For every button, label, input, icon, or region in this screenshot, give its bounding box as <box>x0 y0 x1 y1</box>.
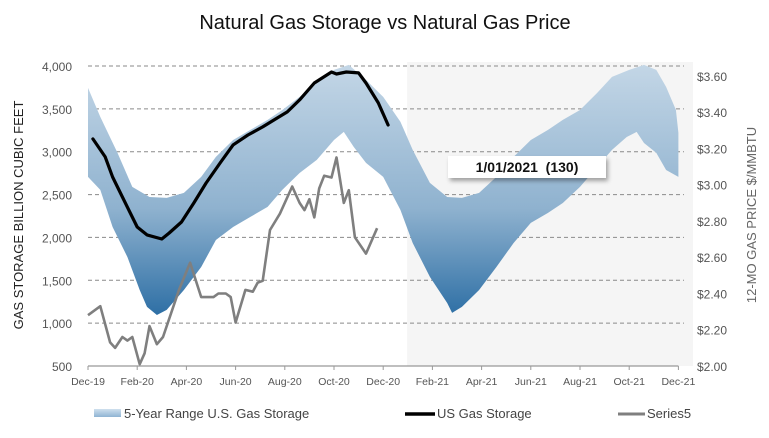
legend: 5-Year Range U.S. Gas Storage US Gas Sto… <box>94 406 691 421</box>
y-axis-left: 500 1,000 1,500 2,000 2,500 3,000 3,500 4,000 <box>42 60 72 374</box>
us-gas-storage-line <box>91 70 390 241</box>
annotation-label: 1/01/2021 (130) <box>476 159 579 175</box>
y-axis-label: GAS STORAGE BILLION CUBIC FEET <box>11 101 26 330</box>
y-tick-label: 2,500 <box>42 189 72 203</box>
x-tick-label: Aug-21 <box>563 376 597 388</box>
x-tick-label: Oct-21 <box>613 376 645 388</box>
legend-item-storage[interactable]: US Gas Storage <box>405 406 532 421</box>
y2-tick-label: $3.20 <box>697 142 727 156</box>
annotation-callout: 1/01/2021 (130) <box>448 156 606 178</box>
x-tick-label: Apr-21 <box>466 376 498 388</box>
y2-tick-label: $2.00 <box>697 360 727 374</box>
x-tick-label: Apr-20 <box>171 376 203 388</box>
x-tick-label: Oct-20 <box>318 376 350 388</box>
y2-tick-label: $2.40 <box>697 287 727 301</box>
svg-text:US Gas Storage: US Gas Storage <box>437 406 532 421</box>
y-tick-label: 1,000 <box>42 317 72 331</box>
svg-text:5-Year Range U.S. Gas Storage: 5-Year Range U.S. Gas Storage <box>124 406 309 421</box>
x-tick-label: Feb-20 <box>121 376 154 388</box>
x-tick-label: Dec-21 <box>661 376 695 388</box>
y-axis-right: $2.00 $2.20 $2.40 $2.60 $2.80 $3.00 $3.20 $3.40… <box>697 70 727 374</box>
svg-text:Series5: Series5 <box>647 406 691 421</box>
y-tick-label: 3,000 <box>42 146 72 160</box>
legend-item-series5[interactable]: Series5 <box>618 406 691 421</box>
y2-tick-label: $3.00 <box>697 179 727 193</box>
x-tick-label: Jun-20 <box>220 376 252 388</box>
y2-tick-label: $3.60 <box>697 70 727 84</box>
x-axis: Dec-19 Feb-20 Apr-20 Jun-20 Aug-20 Oct-20 Dec-… <box>71 365 695 388</box>
y-tick-label: 2,000 <box>42 231 72 245</box>
y2-tick-label: $2.20 <box>697 324 727 338</box>
y-tick-label: 500 <box>52 360 72 374</box>
y2-tick-label: $3.40 <box>697 106 727 120</box>
y-tick-label: 4,000 <box>42 60 72 74</box>
y-tick-label: 3,500 <box>42 103 72 117</box>
legend-item-range[interactable]: 5-Year Range U.S. Gas Storage <box>94 406 309 421</box>
series5-line <box>87 156 379 366</box>
x-tick-label: Dec-19 <box>71 376 105 388</box>
y-tick-label: 1,500 <box>42 274 72 288</box>
x-tick-label: Feb-21 <box>416 376 449 388</box>
x-tick-label: Dec-20 <box>366 376 400 388</box>
y2-tick-label: $2.60 <box>697 251 727 265</box>
y2-axis-label: 12-MO GAS PRICE $/MMBTU <box>744 127 759 303</box>
chart-title: Natural Gas Storage vs Natural Gas Price <box>199 12 570 34</box>
x-tick-label: Aug-20 <box>268 376 302 388</box>
x-tick-label: Jun-21 <box>515 376 547 388</box>
y2-tick-label: $2.80 <box>697 215 727 229</box>
